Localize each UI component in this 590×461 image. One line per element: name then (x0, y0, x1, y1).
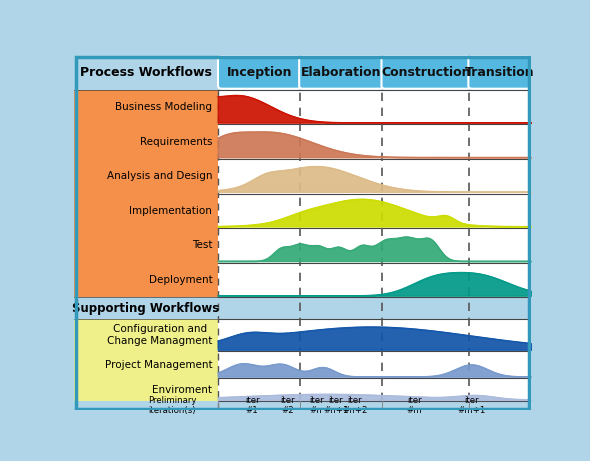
Text: iter
#n+2: iter #n+2 (342, 396, 368, 415)
Text: Inception: Inception (227, 66, 292, 79)
Bar (74, 55, 531, 90)
Text: iter
#m: iter #m (407, 396, 422, 415)
FancyBboxPatch shape (468, 56, 532, 89)
Bar (218, 319, 531, 401)
Text: iter
#n+1: iter #n+1 (323, 396, 349, 415)
Bar (74, 319, 218, 401)
FancyBboxPatch shape (299, 56, 384, 89)
Text: Business Modeling: Business Modeling (115, 102, 212, 112)
Text: Enviroment: Enviroment (152, 384, 212, 395)
Bar (74, 297, 531, 319)
Text: Configuration and
Change Managment: Configuration and Change Managment (107, 324, 212, 346)
Bar (74, 401, 218, 410)
Text: Requirements: Requirements (140, 136, 212, 147)
Bar (74, 90, 218, 297)
Text: Project Management: Project Management (104, 360, 212, 370)
Bar (218, 401, 531, 410)
Text: Transition: Transition (466, 66, 535, 79)
Text: Deployment: Deployment (149, 275, 212, 285)
Text: iter
#2: iter #2 (280, 396, 294, 415)
Text: Preliminary
iteration(s): Preliminary iteration(s) (148, 396, 196, 415)
Text: Supporting Workflows: Supporting Workflows (72, 301, 219, 314)
Text: iter
#n: iter #n (309, 396, 323, 415)
Text: Elaboration: Elaboration (301, 66, 382, 79)
Text: Implementation: Implementation (129, 206, 212, 216)
Text: iter
#1: iter #1 (245, 396, 260, 415)
Text: Construction: Construction (381, 66, 471, 79)
FancyBboxPatch shape (218, 56, 301, 89)
Text: Process Workflows: Process Workflows (80, 66, 212, 79)
Text: iter
#m+1: iter #m+1 (457, 396, 486, 415)
FancyBboxPatch shape (382, 56, 470, 89)
Bar (218, 90, 531, 297)
Text: Analysis and Design: Analysis and Design (107, 171, 212, 181)
Text: Test: Test (192, 241, 212, 250)
